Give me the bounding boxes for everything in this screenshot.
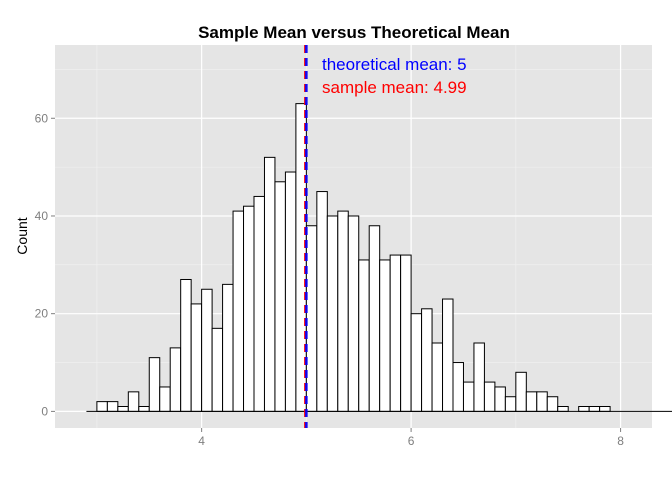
histogram-bar	[379, 259, 391, 412]
histogram-bar	[536, 391, 548, 412]
y-tick-label: 40	[35, 209, 49, 223]
histogram-bar	[410, 313, 423, 412]
histogram-bar	[263, 156, 276, 412]
histogram-bar	[557, 406, 569, 412]
histogram-bar	[96, 401, 108, 412]
histogram-bar	[232, 210, 245, 412]
reference-lines	[304, 45, 308, 428]
histogram-bars	[96, 103, 611, 412]
histogram-bar	[326, 215, 339, 412]
x-tick-label: 4	[198, 434, 205, 448]
y-axis-title: Count	[14, 217, 30, 254]
histogram-bar	[578, 406, 590, 412]
histogram-bar	[599, 406, 611, 412]
histogram-bar	[347, 215, 360, 412]
histogram-bar	[546, 396, 559, 412]
histogram-bar	[525, 391, 538, 412]
histogram-bar	[243, 205, 255, 412]
histogram-bar	[431, 342, 444, 412]
histogram-bar	[400, 254, 412, 412]
chart-title: Sample Mean versus Theoretical Mean	[198, 23, 510, 42]
histogram-bar	[421, 308, 433, 412]
histogram-bar	[274, 181, 286, 412]
histogram-bar	[211, 327, 224, 412]
histogram-bar	[462, 381, 475, 412]
histogram-bar	[222, 283, 234, 412]
histogram-bar	[106, 401, 119, 412]
histogram-bar	[494, 386, 506, 412]
y-tick-label: 20	[35, 307, 49, 321]
theoretical-mean-annotation: theoretical mean: 5	[322, 55, 467, 74]
histogram-bar	[316, 191, 328, 412]
sample-mean-annotation: sample mean: 4.99	[322, 78, 467, 97]
histogram-bar	[358, 259, 370, 412]
histogram-bar	[253, 195, 265, 412]
histogram-bar	[368, 225, 381, 412]
histogram-bar	[148, 357, 161, 412]
histogram-bar	[389, 254, 402, 412]
histogram-bar	[305, 225, 318, 412]
histogram-bar	[452, 362, 464, 412]
histogram-bar	[473, 342, 485, 412]
histogram-bar	[588, 406, 601, 412]
histogram-bar	[159, 386, 171, 412]
histogram-bar	[169, 347, 182, 412]
histogram-bar	[337, 210, 349, 412]
y-tick-label: 60	[35, 111, 49, 125]
histogram-bar	[504, 396, 517, 412]
histogram-bar	[284, 171, 297, 412]
histogram-bar	[483, 381, 496, 412]
histogram-bar	[127, 391, 140, 412]
x-axis-ticks: 4 6 8	[198, 428, 624, 448]
histogram-bar	[117, 406, 129, 412]
y-tick-label: 0	[41, 404, 48, 418]
histogram-bar	[138, 406, 150, 412]
histogram-bar	[190, 303, 203, 412]
x-tick-label: 8	[617, 434, 624, 448]
histogram-bar	[201, 288, 213, 412]
histogram-bar	[515, 371, 527, 412]
histogram-bar	[442, 298, 454, 412]
y-axis-ticks: 0 20 40 60	[35, 111, 55, 418]
histogram-bar	[180, 278, 192, 412]
x-tick-label: 6	[408, 434, 415, 448]
